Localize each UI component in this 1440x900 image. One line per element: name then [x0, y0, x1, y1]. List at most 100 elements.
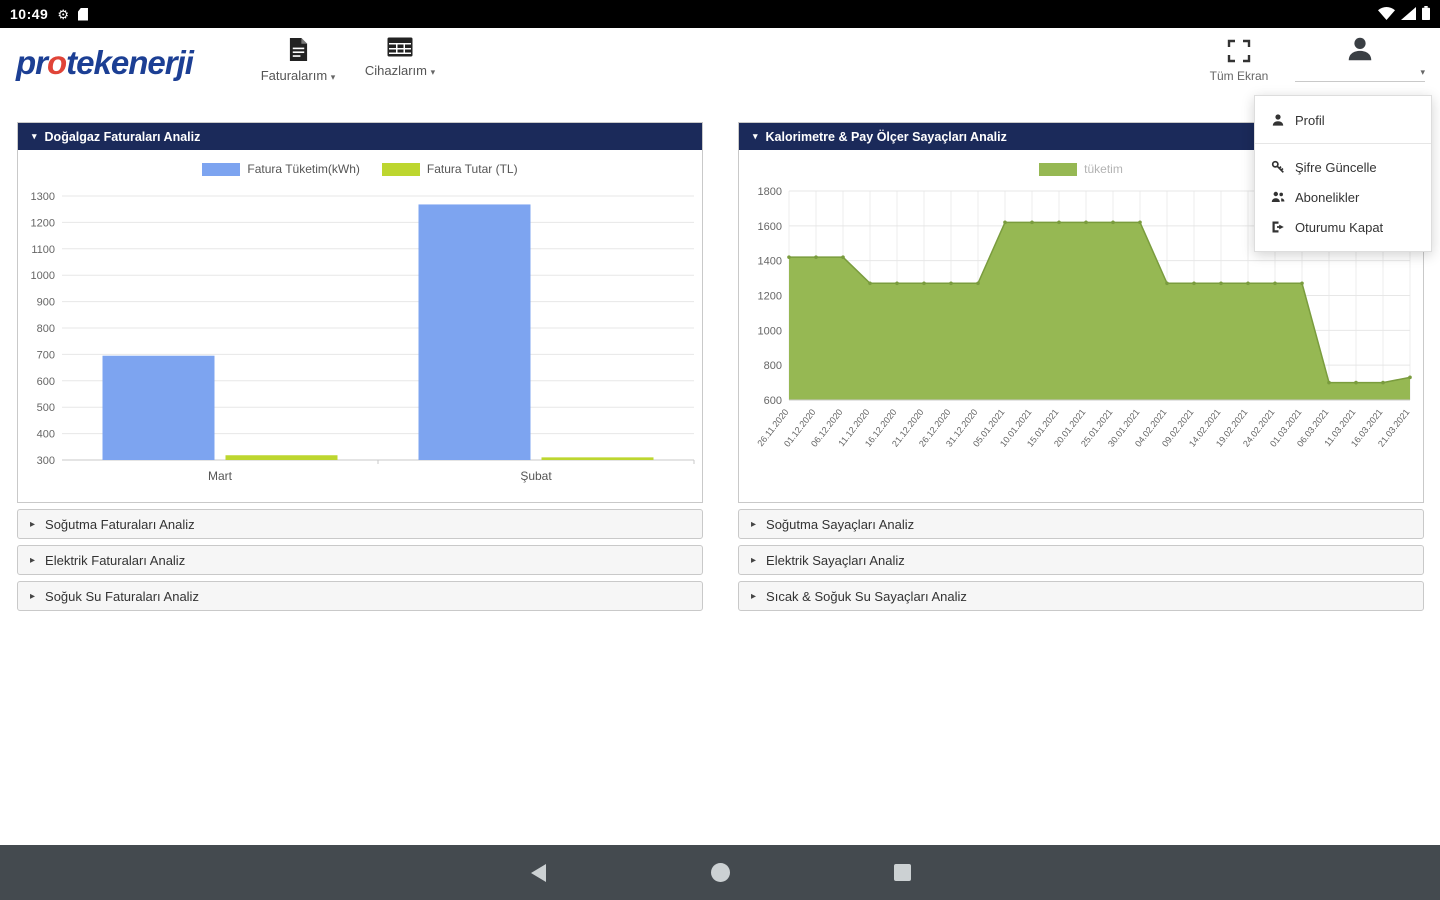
invoice-icon	[289, 38, 307, 61]
user-name	[1318, 67, 1414, 79]
battery-icon	[1422, 5, 1430, 20]
accordion-sogutma-faturalari[interactable]: ▸ Soğutma Faturaları Analiz	[17, 509, 703, 539]
legend-item-tutar[interactable]: Fatura Tutar (TL)	[381, 162, 518, 176]
chevron-down-icon: ▾	[1420, 67, 1425, 77]
svg-text:700: 700	[37, 349, 55, 361]
fullscreen-button[interactable]: Tüm Ekran	[1206, 39, 1272, 83]
accordion-sogutma-sayaclari[interactable]: ▸ Soğutma Sayaçları Analiz	[738, 509, 1424, 539]
chevron-down-icon: ▾	[32, 131, 37, 141]
panel-title: Kalorimetre & Pay Ölçer Sayaçları Analiz	[765, 129, 1007, 144]
accordion-soguk-su-faturalari[interactable]: ▸ Soğuk Su Faturaları Analiz	[17, 581, 703, 611]
svg-text:900: 900	[37, 297, 55, 309]
accordion-label: Soğutma Sayaçları Analiz	[766, 516, 915, 532]
clock: 10:49	[10, 6, 49, 22]
chevron-right-icon: ▸	[30, 590, 36, 602]
android-status-bar: 10:49 ⚙	[0, 0, 1440, 28]
svg-text:600: 600	[764, 395, 782, 407]
menu-item-abonelikler[interactable]: Abonelikler	[1255, 182, 1431, 212]
menu-item-label: Profil	[1295, 112, 1325, 128]
menu-item-label: Şifre Güncelle	[1295, 159, 1377, 175]
chevron-right-icon: ▸	[751, 590, 757, 602]
legend-item-tuketim[interactable]: tüketim	[1039, 162, 1123, 176]
logout-icon	[1272, 221, 1284, 233]
accordion-elektrik-faturalari[interactable]: ▸ Elektrik Faturaları Analiz	[17, 545, 703, 575]
svg-text:Mart: Mart	[208, 469, 233, 483]
app-logo[interactable]: protekenerji	[16, 44, 194, 82]
svg-text:1200: 1200	[758, 291, 782, 303]
accordion-label: Soğuk Su Faturaları Analiz	[45, 588, 199, 604]
android-nav-bar	[0, 845, 1440, 900]
chevron-down-icon: ▾	[430, 67, 436, 77]
legend-swatch-green	[1039, 162, 1078, 176]
chevron-right-icon: ▸	[751, 518, 757, 530]
menu-cihazlarim[interactable]: Cihazlarım ▾	[356, 37, 444, 78]
area-chart: 6008001000120014001600180026.11.202001.1…	[755, 186, 1412, 449]
menu-item-label: Abonelikler	[1295, 189, 1360, 205]
logo-text: pr	[16, 44, 48, 81]
user-dropdown-menu: Profil Şifre Güncelle Abonelikler Oturum…	[1254, 95, 1432, 252]
svg-text:800: 800	[37, 323, 55, 335]
svg-text:1300: 1300	[31, 191, 55, 203]
legend-swatch-green	[381, 162, 420, 176]
app-header: protekenerji Faturalarım ▾ Cihazlarım ▾ …	[0, 28, 1440, 100]
sim-card-icon	[77, 7, 88, 21]
area-chart-legend: tüketim	[739, 162, 1423, 176]
menu-cihazlarim-label: Cihazlarım	[364, 63, 427, 78]
accordion-label: Sıcak & Soğuk Su Sayaçları Analiz	[766, 588, 967, 604]
menu-item-profil[interactable]: Profil	[1255, 105, 1431, 135]
accordion-label: Elektrik Sayaçları Analiz	[766, 552, 905, 568]
fullscreen-icon	[1227, 39, 1251, 63]
logo-o: o	[47, 44, 67, 81]
svg-text:Şubat: Şubat	[520, 469, 552, 483]
svg-text:1000: 1000	[31, 270, 55, 282]
users-icon	[1271, 191, 1285, 202]
bar-chart-container: Fatura Tüketim(kWh) Fatura Tutar (TL) 30…	[18, 150, 702, 502]
svg-text:600: 600	[37, 376, 55, 388]
wifi-icon	[1378, 6, 1395, 20]
legend-item-tuketim[interactable]: Fatura Tüketim(kWh)	[202, 162, 360, 176]
signal-icon	[1401, 6, 1416, 20]
legend-label: Fatura Tutar (TL)	[426, 162, 518, 176]
svg-text:1200: 1200	[31, 217, 55, 229]
svg-text:1800: 1800	[758, 186, 782, 198]
svg-text:1400: 1400	[758, 256, 782, 268]
panel-title: Doğalgaz Faturaları Analiz	[44, 129, 201, 144]
logo-text-2: tekenerji	[66, 44, 194, 81]
table-icon	[387, 37, 413, 57]
svg-text:300: 300	[37, 455, 55, 467]
menu-item-sifre-guncelle[interactable]: Şifre Güncelle	[1255, 152, 1431, 182]
user-menu-toggle[interactable]: ▾	[1292, 34, 1428, 82]
status-bar-right	[1378, 5, 1430, 23]
menu-item-oturumu-kapat[interactable]: Oturumu Kapat	[1255, 212, 1431, 242]
recents-button[interactable]	[894, 864, 911, 881]
menu-divider	[1255, 143, 1431, 144]
menu-item-label: Oturumu Kapat	[1295, 219, 1384, 235]
svg-text:400: 400	[37, 429, 55, 441]
panel-dogalgaz: ▾ Doğalgaz Faturaları Analiz Fatura Tüke…	[17, 122, 703, 503]
settings-gear-icon: ⚙	[57, 6, 69, 22]
back-button[interactable]	[531, 864, 546, 882]
panel-header-dogalgaz[interactable]: ▾ Doğalgaz Faturaları Analiz	[18, 123, 702, 150]
chevron-right-icon: ▸	[30, 554, 36, 566]
bar-chart-legend: Fatura Tüketim(kWh) Fatura Tutar (TL)	[18, 162, 702, 176]
user-icon	[1348, 37, 1372, 61]
home-button[interactable]	[711, 863, 730, 882]
svg-text:1100: 1100	[31, 244, 55, 256]
profile-icon	[1272, 114, 1284, 126]
accordion-label: Soğutma Faturaları Analiz	[45, 516, 195, 532]
svg-text:800: 800	[764, 360, 782, 372]
svg-text:1000: 1000	[758, 325, 782, 337]
svg-text:500: 500	[37, 402, 55, 414]
chevron-right-icon: ▸	[30, 518, 36, 530]
left-column: ▾ Doğalgaz Faturaları Analiz Fatura Tüke…	[17, 122, 703, 611]
legend-label: Fatura Tüketim(kWh)	[247, 162, 360, 176]
accordion-elektrik-sayaclari[interactable]: ▸ Elektrik Sayaçları Analiz	[738, 545, 1424, 575]
svg-text:1600: 1600	[758, 221, 782, 233]
accordion-label: Elektrik Faturaları Analiz	[45, 552, 186, 568]
key-icon	[1271, 160, 1284, 173]
status-bar-left: 10:49 ⚙	[10, 6, 88, 22]
menu-faturalarim[interactable]: Faturalarım ▾	[252, 37, 344, 83]
accordion-sicak-soguk-su-sayaclari[interactable]: ▸ Sıcak & Soğuk Su Sayaçları Analiz	[738, 581, 1424, 611]
menu-faturalarim-label: Faturalarım	[260, 68, 328, 83]
